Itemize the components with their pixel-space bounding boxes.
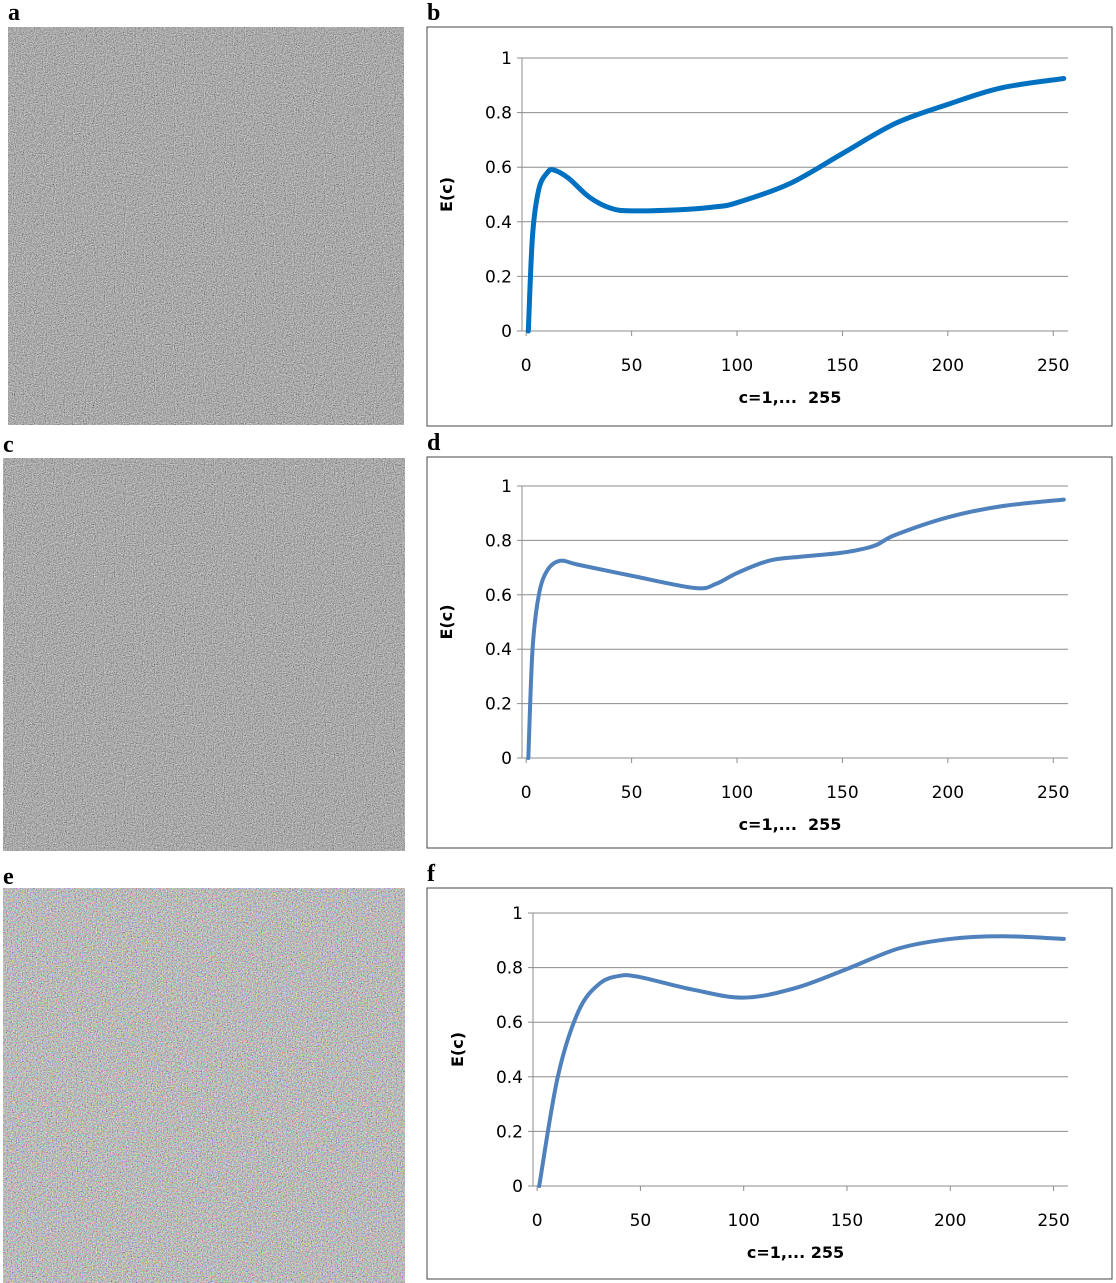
y-tick-label: 0 [501,322,512,342]
x-tick-label: 150 [831,1211,863,1231]
y-tick-label: 0.4 [485,640,512,660]
x-tick-label: 0 [521,783,532,803]
y-axis-label: E(c) [437,604,456,639]
x-tick-label: 150 [826,783,858,803]
y-tick-label: 0.8 [496,959,523,979]
noisy-image [8,27,404,425]
panel-label: f [427,861,436,887]
y-tick-label: 0.8 [485,531,512,551]
y-tick-label: 0.4 [496,1068,523,1088]
x-axis-label: c=1,... 255 [747,1243,844,1262]
x-tick-label: 0 [532,1211,543,1231]
x-tick-label: 200 [932,783,964,803]
x-tick-label: 250 [1037,783,1069,803]
y-tick-label: 1 [512,904,523,924]
y-tick-label: 0.2 [485,267,512,287]
y-axis-label: E(c) [437,177,456,212]
y-tick-label: 1 [501,477,512,497]
x-axis-label: c=1,... 255 [739,815,842,834]
y-tick-label: 0.2 [485,695,512,715]
panel-label: d [427,430,441,456]
panel-label: a [8,0,20,26]
y-tick-label: 1 [501,49,512,69]
y-tick-label: 0 [501,749,512,769]
y-tick-label: 0.8 [485,104,512,124]
x-tick-label: 100 [721,783,753,803]
figure: a c e b00.20.40.60.81050100150200250c=1,… [0,0,1116,1283]
y-tick-label: 0 [512,1177,523,1197]
x-tick-label: 50 [621,783,643,803]
x-tick-label: 0 [521,356,532,376]
x-tick-label: 200 [932,356,964,376]
noisy-image [3,888,405,1283]
panel-label: b [427,0,440,26]
x-tick-label: 250 [1037,1211,1069,1231]
x-tick-label: 50 [630,1211,652,1231]
x-axis-label: c=1,... 255 [739,388,842,407]
chart-frame [427,888,1112,1279]
noisy-image [3,458,405,851]
x-tick-label: 50 [621,356,643,376]
x-tick-label: 150 [826,356,858,376]
x-tick-label: 100 [727,1211,759,1231]
y-axis-label: E(c) [448,1032,467,1067]
panel-label: e [3,864,14,890]
x-tick-label: 100 [721,356,753,376]
y-tick-label: 0.4 [485,213,512,233]
y-tick-label: 0.2 [496,1122,523,1142]
panel-label: c [3,432,14,458]
y-tick-label: 0.6 [496,1013,523,1033]
x-tick-label: 250 [1037,356,1069,376]
data-line [539,936,1064,1186]
y-tick-label: 0.6 [485,586,512,606]
data-line [528,78,1063,331]
data-line [528,500,1063,758]
y-tick-label: 0.6 [485,158,512,178]
x-tick-label: 200 [934,1211,966,1231]
